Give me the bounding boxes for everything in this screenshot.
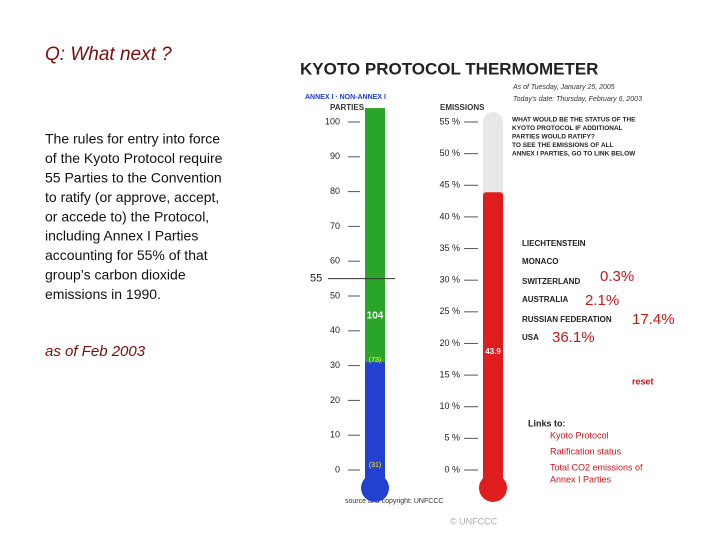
- parties-bulb: [361, 474, 389, 502]
- emissions-label-value: 43.9: [485, 347, 501, 356]
- party-tick-label: 50: [330, 290, 340, 300]
- copyright: © UNFCCC: [450, 516, 498, 526]
- status-question: TO SEE THE EMISSIONS OF ALL: [512, 142, 614, 149]
- emission-tick-label: 5 %: [444, 433, 460, 443]
- status-question: PARTIES WOULD RATIFY?: [512, 134, 595, 141]
- share-annotation: 36.1%: [552, 329, 595, 346]
- emission-tick-label: 0 %: [444, 464, 460, 474]
- parties-total-label: 104: [367, 311, 384, 322]
- share-annotation: 2.1%: [585, 292, 619, 309]
- paragraph-line: or accede to) the Protocol,: [45, 208, 209, 224]
- annex-parties-fill: [365, 362, 385, 485]
- paragraph-line: emissions in 1990.: [45, 286, 161, 302]
- emission-tick-label: 10 %: [439, 401, 460, 411]
- thermo-title: KYOTO PROTOCOL THERMOMETER: [300, 59, 598, 78]
- party-tick-label: 20: [330, 395, 340, 405]
- emission-tick-label: 30 %: [439, 275, 460, 285]
- party-tick-label: 0: [335, 464, 340, 474]
- country-button[interactable]: RUSSIAN FEDERATION: [522, 315, 612, 324]
- status-question: KYOTO PROTOCOL IF ADDITIONAL: [512, 125, 623, 132]
- emission-tick-label: 35 %: [439, 243, 460, 253]
- date: Today's date: Thursday, February 6, 2003: [513, 96, 642, 103]
- paragraph-line: accounting for 55% of that: [45, 247, 208, 263]
- emission-tick-label: 25 %: [439, 306, 460, 316]
- country-button[interactable]: SWITZERLAND: [522, 277, 580, 286]
- country-button[interactable]: AUSTRALIA: [522, 295, 568, 304]
- legend: ANNEX I · NON-ANNEX I: [305, 94, 386, 101]
- emissions-label: EMISSIONS: [440, 103, 485, 112]
- date: As of Tuesday, January 25, 2005: [512, 84, 615, 91]
- as-of: as of Feb 2003: [45, 343, 146, 360]
- party-tick-label: 10: [330, 430, 340, 440]
- share-annotation: 17.4%: [632, 311, 675, 328]
- emission-tick-label: 15 %: [439, 369, 460, 379]
- emission-tick-label: 20 %: [439, 338, 460, 348]
- threshold-label: 55: [310, 273, 322, 285]
- party-tick-label: 100: [325, 116, 340, 126]
- source: source and copyright: UNFCCC: [345, 498, 443, 505]
- question: Q: What next ?: [45, 44, 172, 65]
- link[interactable]: Annex I Parties: [550, 474, 612, 484]
- link[interactable]: Ratification status: [550, 446, 622, 456]
- paragraph-line: The rules for entry into force: [45, 131, 220, 147]
- country-button[interactable]: MONACO: [522, 257, 558, 266]
- paragraph-line: including Annex I Parties: [45, 228, 198, 244]
- non-annex-label: (73): [369, 357, 381, 364]
- emission-tick-label: 45 %: [439, 180, 460, 190]
- links-title: Links to:: [528, 418, 566, 428]
- emission-tick-label: 55 %: [439, 116, 460, 126]
- party-tick-label: 70: [330, 221, 340, 231]
- status-question: ANNEX I PARTIES, GO TO LINK BELOW: [512, 151, 636, 158]
- annex-label: (31): [369, 462, 381, 469]
- party-tick-label: 40: [330, 325, 340, 335]
- party-tick-label: 80: [330, 186, 340, 196]
- emissions-fill: [483, 192, 503, 485]
- country-button[interactable]: USA: [522, 333, 539, 342]
- party-tick-label: 30: [330, 360, 340, 370]
- emissions-bulb: [479, 474, 507, 502]
- emission-tick-label: 40 %: [439, 211, 460, 221]
- paragraph-line: 55 Parties to the Convention: [45, 170, 222, 186]
- link[interactable]: Kyoto Protocol: [550, 430, 609, 440]
- country-button[interactable]: LIECHTENSTEIN: [522, 239, 586, 248]
- paragraph-line: to ratify (or approve, accept,: [45, 189, 219, 205]
- paragraph-line: group’s carbon dioxide: [45, 267, 186, 283]
- parties-label: PARTIES: [330, 103, 365, 112]
- party-tick-label: 90: [330, 151, 340, 161]
- party-tick-label: 60: [330, 256, 340, 266]
- paragraph-line: of the Kyoto Protocol require: [45, 150, 223, 166]
- reset-link[interactable]: reset: [632, 376, 654, 386]
- emission-tick-label: 50 %: [439, 148, 460, 158]
- share-annotation: 0.3%: [600, 268, 634, 285]
- status-question: WHAT WOULD BE THE STATUS OF THE: [512, 117, 636, 124]
- link[interactable]: Total CO2 emissions of: [550, 462, 643, 472]
